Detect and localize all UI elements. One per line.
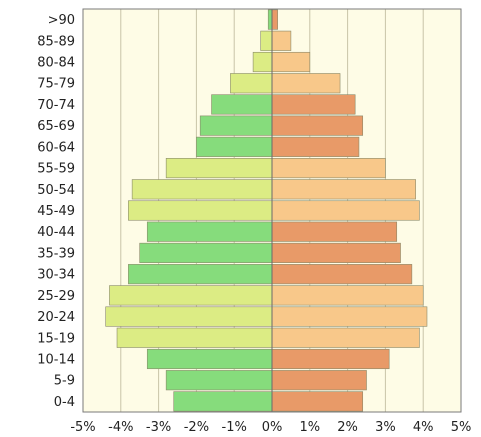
bar-right-20-24: [271, 306, 428, 327]
bar-right-35-39: [271, 242, 401, 263]
y-tick-label: 80-84: [37, 56, 75, 71]
y-tick-label: 20-24: [37, 310, 75, 325]
bar-left-25-29: [109, 285, 273, 306]
x-tick-label: -5%: [70, 420, 95, 435]
x-tick-label: 3%: [375, 420, 396, 435]
bar-right-15-19: [271, 327, 420, 348]
x-tick-label: -2%: [184, 420, 209, 435]
bar-left-10-14: [146, 348, 273, 370]
x-tick-label: -4%: [108, 420, 133, 435]
bar-left-60-64: [196, 136, 273, 157]
x-tick-label: -1%: [222, 420, 247, 435]
bar-left-5-9: [165, 370, 273, 391]
bar-right-5-9: [271, 370, 367, 391]
bar-right-40-44: [271, 221, 398, 242]
y-tick-label: 35-39: [37, 246, 75, 261]
y-tick-label: 55-59: [37, 162, 75, 177]
y-tick-label: >90: [48, 13, 75, 28]
bar-left-15-19: [116, 327, 273, 348]
plot-frame: [82, 8, 462, 413]
x-tick-label: 4%: [413, 420, 434, 435]
y-tick-label: 45-49: [37, 204, 75, 219]
x-tick-label: -3%: [146, 420, 171, 435]
y-tick-label: 15-19: [37, 331, 75, 346]
y-tick-label: 10-14: [37, 352, 75, 367]
bars: [105, 9, 428, 412]
bar-left->90: [267, 9, 273, 30]
bar-left-45-49: [128, 200, 273, 221]
x-tick-label: 2%: [337, 420, 358, 435]
bar-right-65-69: [271, 115, 364, 136]
x-tick-label: 0%: [262, 420, 283, 435]
bar-left-80-84: [252, 51, 273, 73]
bar-right-30-34: [271, 264, 413, 285]
bar-right-10-14: [271, 348, 390, 370]
x-tick-labels: -5% -4% -3% -2% -1% 0% 1% 2% 3% 4% 5%: [70, 420, 471, 435]
bar-left-50-54: [131, 179, 273, 200]
x-tick-label: 1%: [299, 420, 320, 435]
x-tick-label: 5%: [451, 420, 472, 435]
bar-left-65-69: [199, 115, 273, 136]
bar-right-55-59: [271, 158, 386, 179]
bar-right-50-54: [271, 179, 416, 200]
y-tick-label: 65-69: [37, 119, 75, 134]
bar-left-55-59: [165, 158, 273, 179]
bar-right-25-29: [271, 285, 424, 306]
y-tick-label: 85-89: [37, 34, 75, 49]
bar-right-70-74: [271, 94, 356, 115]
y-tick-label: 5-9: [54, 374, 75, 389]
y-tick-label: 60-64: [37, 140, 75, 155]
bar-right-0-4: [271, 391, 364, 412]
y-tick-label: 25-29: [37, 289, 75, 304]
y-tick-label: 75-79: [37, 77, 75, 92]
bar-right-80-84: [271, 51, 311, 73]
bar-right-75-79: [271, 73, 341, 94]
y-tick-label: 40-44: [37, 225, 75, 240]
bar-left-20-24: [105, 306, 273, 327]
bar-left-35-39: [139, 242, 273, 263]
bar-right-45-49: [271, 200, 420, 221]
y-tick-labels: 0-4 5-9 10-14 15-19 20-24 25-29 30-34 35-39 40-4…: [37, 13, 75, 410]
bar-left-40-44: [146, 221, 273, 242]
bar-left-30-34: [128, 264, 273, 285]
bar-left-85-89: [260, 30, 273, 51]
bar-right-60-64: [271, 136, 360, 157]
bar-right-85-89: [271, 30, 292, 51]
bar-right->90: [271, 9, 278, 30]
y-tick-label: 50-54: [37, 183, 75, 198]
y-tick-label: 70-74: [37, 98, 75, 113]
bar-left-0-4: [173, 391, 273, 412]
y-tick-label: 30-34: [37, 268, 75, 283]
y-tick-label: 0-4: [54, 395, 75, 410]
bar-left-70-74: [211, 94, 273, 115]
bar-left-75-79: [230, 73, 273, 94]
